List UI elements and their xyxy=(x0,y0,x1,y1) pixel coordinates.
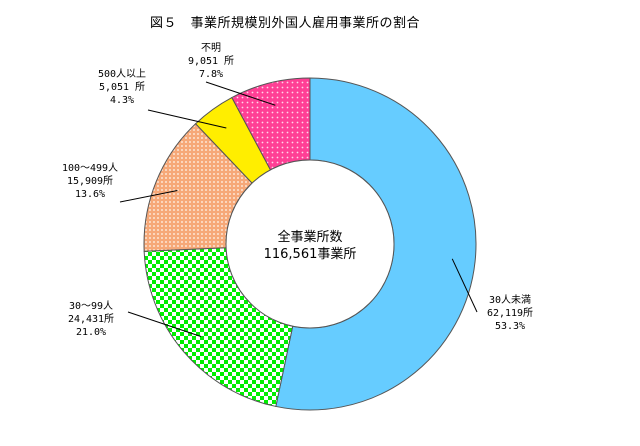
slice-label-30-99: 30～99人 24,431所 21.0% xyxy=(56,300,126,339)
slice-label-name: 30人未満 xyxy=(488,295,532,306)
leader-line xyxy=(205,81,276,106)
slice-label-percent: 4.3% xyxy=(109,95,135,106)
slice-label-count: 62,119所 xyxy=(486,308,534,319)
slice-label-name: 100～499人 xyxy=(61,163,119,174)
center-label: 全事業所数 116,561事業所 xyxy=(240,229,380,263)
chart-title: 図５ 事業所規模別外国人雇用事業所の割合 xyxy=(150,16,421,31)
slice-label-percent: 7.8% xyxy=(198,69,224,80)
leader-line xyxy=(119,190,178,203)
slice-label-100-499: 100～499人 15,909所 13.6% xyxy=(50,162,130,201)
slice-label-count: 15,909所 xyxy=(66,176,114,187)
slice-label-count: 9,051 所 xyxy=(187,56,235,67)
donut-hole xyxy=(225,159,395,329)
slice-label-count: 24,431所 xyxy=(67,314,115,325)
slice-label-percent: 53.3% xyxy=(494,321,526,332)
slice-label-500-plus: 500人以上 5,051 所 4.3% xyxy=(84,68,160,107)
slice-label-unknown: 不明 9,051 所 7.8% xyxy=(178,42,244,81)
slice-label-count: 5,051 所 xyxy=(98,82,146,93)
slice-label-percent: 21.0% xyxy=(75,327,107,338)
center-label-title: 全事業所数 xyxy=(277,230,343,245)
leader-line xyxy=(127,311,202,338)
slice-label-name: 30～99人 xyxy=(68,301,114,312)
slice-label-under-30: 30人未満 62,119所 53.3% xyxy=(475,294,545,333)
slice-label-name: 500人以上 xyxy=(97,69,147,80)
leader-line xyxy=(451,258,478,313)
center-label-value: 116,561事業所 xyxy=(263,247,357,262)
slice-label-name: 不明 xyxy=(201,43,221,54)
slice-label-percent: 13.6% xyxy=(74,189,106,200)
leader-line xyxy=(147,109,227,129)
